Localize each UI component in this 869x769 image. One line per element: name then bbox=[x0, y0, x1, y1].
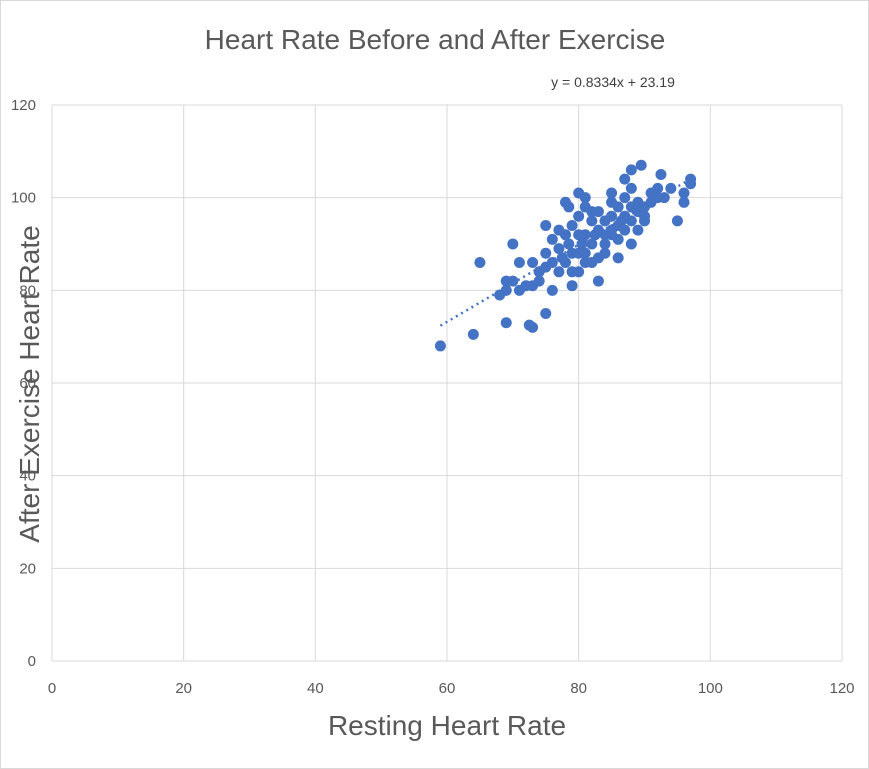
data-point bbox=[500, 317, 512, 329]
x-tick-label: 120 bbox=[829, 680, 854, 697]
data-point bbox=[576, 238, 588, 250]
y-tick-label: 120 bbox=[11, 97, 36, 114]
y-tick-label: 100 bbox=[11, 190, 36, 207]
data-point bbox=[658, 192, 670, 204]
data-point bbox=[533, 275, 545, 287]
data-point bbox=[612, 201, 624, 213]
data-point bbox=[612, 252, 624, 264]
data-point bbox=[592, 206, 604, 218]
y-tick-label: 40 bbox=[19, 468, 36, 485]
data-point bbox=[467, 328, 479, 340]
data-point bbox=[527, 321, 539, 333]
data-point bbox=[546, 284, 558, 296]
data-point bbox=[599, 238, 611, 250]
data-point bbox=[546, 257, 558, 269]
data-point bbox=[592, 275, 604, 287]
data-point bbox=[513, 257, 525, 269]
data-point bbox=[619, 192, 631, 204]
data-point bbox=[560, 229, 571, 241]
data-point bbox=[474, 257, 486, 269]
data-point bbox=[678, 196, 690, 208]
data-point bbox=[671, 215, 683, 227]
data-point bbox=[606, 210, 618, 222]
y-tick-label: 20 bbox=[19, 560, 36, 577]
data-point bbox=[619, 224, 631, 236]
data-point bbox=[586, 215, 598, 227]
data-point bbox=[606, 187, 618, 199]
data-point bbox=[507, 238, 519, 250]
x-tick-label: 40 bbox=[307, 680, 324, 697]
data-point bbox=[540, 219, 552, 231]
data-point bbox=[625, 238, 637, 250]
data-point bbox=[546, 233, 558, 245]
data-point bbox=[635, 159, 647, 171]
y-tick-label: 0 bbox=[28, 653, 36, 670]
data-point bbox=[540, 247, 552, 259]
y-axis-ticks: 0 20 40 60 80 100 120 bbox=[11, 97, 36, 670]
x-axis-title: Resting Heart Rate bbox=[328, 710, 566, 741]
data-point bbox=[665, 182, 677, 194]
x-tick-label: 0 bbox=[48, 680, 56, 697]
data-point bbox=[563, 238, 575, 250]
data-point bbox=[563, 201, 575, 213]
y-axis-title: After Exercise Heart Rate bbox=[14, 225, 45, 542]
gridlines bbox=[51, 104, 843, 662]
data-point bbox=[652, 182, 664, 194]
data-point bbox=[566, 280, 578, 292]
chart-title: Heart Rate Before and After Exercise bbox=[205, 24, 666, 55]
data-point bbox=[579, 192, 591, 204]
data-point bbox=[619, 173, 631, 185]
y-tick-label: 80 bbox=[19, 282, 36, 299]
data-point bbox=[586, 238, 598, 250]
data-point bbox=[507, 275, 519, 287]
data-points bbox=[434, 159, 697, 352]
x-tick-label: 20 bbox=[175, 680, 192, 697]
data-point bbox=[678, 187, 690, 199]
data-point bbox=[566, 219, 578, 231]
data-point bbox=[500, 284, 512, 296]
data-point bbox=[685, 178, 697, 190]
data-point bbox=[573, 266, 585, 278]
data-point bbox=[540, 308, 552, 319]
data-point bbox=[639, 210, 650, 222]
x-axis-ticks: 0 20 40 60 80 100 120 bbox=[48, 680, 855, 697]
data-point bbox=[434, 340, 446, 352]
data-point bbox=[625, 182, 637, 194]
data-point bbox=[612, 233, 624, 245]
data-point bbox=[573, 210, 585, 222]
data-point bbox=[599, 247, 611, 259]
data-point bbox=[527, 257, 539, 269]
trendline-equation: y = 0.8334x + 23.19 bbox=[551, 74, 675, 90]
data-point bbox=[579, 247, 591, 259]
y-tick-label: 60 bbox=[19, 375, 36, 392]
data-point bbox=[553, 266, 565, 278]
data-point bbox=[579, 229, 591, 241]
data-point bbox=[560, 257, 571, 269]
data-point bbox=[553, 243, 565, 255]
data-point bbox=[625, 164, 637, 176]
data-point bbox=[655, 169, 667, 180]
x-tick-label: 60 bbox=[439, 680, 456, 697]
x-tick-label: 80 bbox=[570, 680, 587, 697]
data-point bbox=[625, 215, 637, 227]
data-point bbox=[632, 224, 644, 236]
x-tick-label: 100 bbox=[698, 680, 723, 697]
